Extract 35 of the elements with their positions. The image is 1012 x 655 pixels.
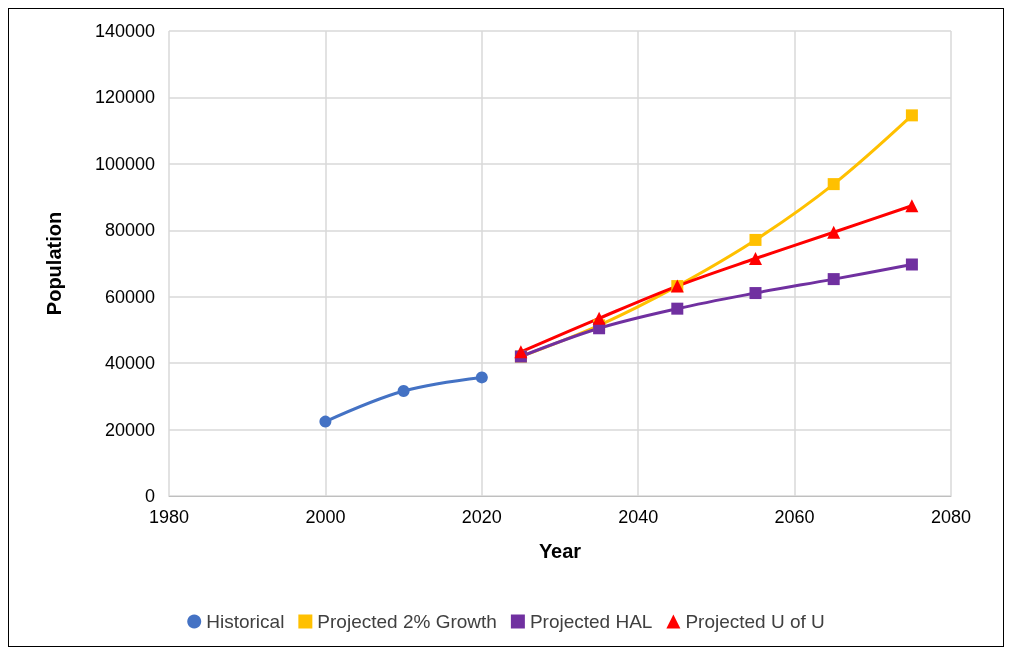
x-tick-label: 2000 [305,507,346,527]
legend-label: Historical [206,611,285,632]
point [592,311,606,325]
y-axis-title: Population [43,211,65,316]
legend-label: Projected U of U [685,611,825,632]
point [319,415,332,428]
point [905,258,918,271]
x-tick-label: 2060 [774,507,815,527]
x-tick-label: 2020 [461,507,502,527]
y-tick-label: 120000 [94,87,155,108]
legend-label: Projected 2% Growth [317,611,497,632]
point [475,371,488,384]
point [827,273,840,286]
point [827,225,841,239]
point [905,199,919,213]
point [827,178,840,191]
x-axis-title: Year [538,540,582,562]
point [749,233,762,246]
y-tick-label: 100000 [94,153,155,174]
point [514,345,528,359]
y-tick-label: 140000 [94,21,155,41]
y-tick-label: 0 [144,486,155,506]
point [905,109,918,122]
point [397,385,410,398]
y-tick-label: 20000 [104,419,155,440]
x-tick-label: 1980 [148,507,190,527]
point [749,252,762,266]
y-tick-label: 60000 [104,286,155,307]
y-tick-label: 40000 [104,353,155,374]
legend-label: Projected HAL [529,611,653,632]
point [749,287,762,300]
y-tick-label: 80000 [104,220,155,241]
point [671,302,684,315]
x-tick-label: 2040 [618,507,659,527]
x-tick-label: 2080 [930,507,972,527]
